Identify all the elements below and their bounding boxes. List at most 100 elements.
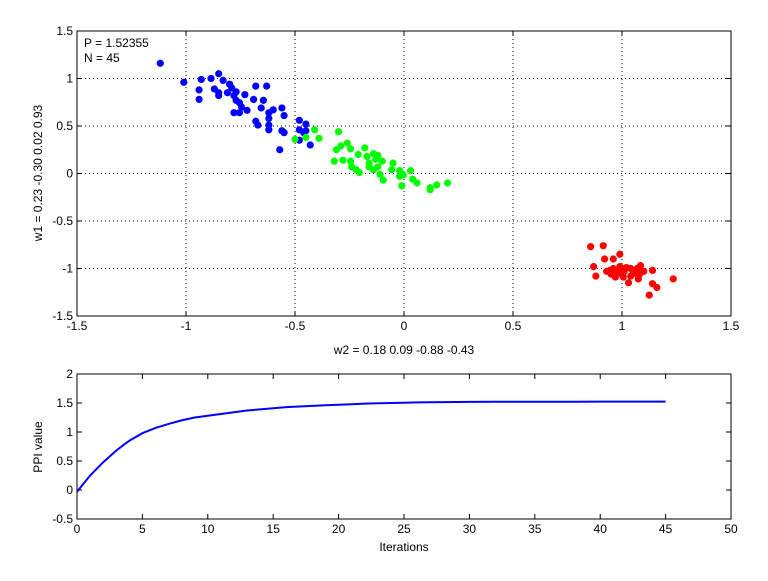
scatter-point-series-2 <box>590 263 598 271</box>
scatter-point-series-2 <box>635 270 644 278</box>
scatter-x-tick-label: 0 <box>401 319 408 333</box>
scatter-point-series-0 <box>302 120 310 128</box>
scatter-point-series-2 <box>624 279 633 287</box>
scatter-point-series-0 <box>195 86 203 94</box>
scatter-point-series-0 <box>252 82 260 90</box>
line-xlabel: Iterations <box>379 540 428 554</box>
scatter-point-series-2 <box>616 250 624 258</box>
scatter-point-series-1 <box>291 135 299 143</box>
scatter-point-series-1 <box>398 182 406 190</box>
scatter-point-series-1 <box>379 176 387 184</box>
scatter-x-tick-label: 1 <box>619 319 626 333</box>
scatter-point-series-0 <box>269 106 277 114</box>
scatter-point-series-0 <box>215 70 223 78</box>
line-x-tick-label: 0 <box>74 522 81 536</box>
line-x-tick-label: 10 <box>201 522 215 536</box>
scatter-point-series-0 <box>276 146 284 154</box>
scatter-point-series-2 <box>587 243 595 251</box>
scatter-point-series-0 <box>280 129 288 137</box>
scatter-point-series-2 <box>653 283 661 292</box>
scatter-point-series-0 <box>257 104 265 112</box>
scatter-point-series-1 <box>426 186 434 194</box>
line-y-tick-label: 2 <box>66 367 73 381</box>
line-x-tick-label: 45 <box>659 522 673 536</box>
scatter-point-series-2 <box>603 267 611 275</box>
scatter-point-series-0 <box>235 109 244 117</box>
line-axes: 0 5 10 15 20 25 30 35 40 45 50-0.500.511.52 <box>52 367 738 536</box>
scatter-point-series-0 <box>215 92 223 100</box>
scatter-annotation-p: P = 1.52355 <box>84 36 149 50</box>
scatter-point-series-0 <box>306 141 314 149</box>
scatter-y-tick-label: 0 <box>66 167 73 181</box>
line-x-tick-label: 40 <box>594 522 608 536</box>
scatter-point-series-0 <box>237 103 246 111</box>
scatter-point-series-0 <box>219 76 227 84</box>
scatter-point-series-2 <box>648 266 657 274</box>
scatter-xlabel: w2 = 0.18 0.09 -0.88 -0.43 <box>333 343 475 357</box>
scatter-point-series-0 <box>254 121 262 129</box>
scatter-point-series-0 <box>243 106 251 114</box>
scatter-point-series-1 <box>337 142 345 150</box>
scatter-point-series-1 <box>343 139 351 147</box>
scatter-axes-frame <box>76 30 732 317</box>
scatter-annotation-n: N = 45 <box>84 51 120 65</box>
scatter-point-series-1 <box>346 145 355 153</box>
scatter-point-series-0 <box>156 59 164 67</box>
line-ylabel: PPI value <box>31 421 45 473</box>
scatter-point-series-0 <box>280 111 288 120</box>
scatter-point-series-0 <box>265 114 273 122</box>
scatter-point-series-2 <box>609 255 617 263</box>
scatter-point-series-0 <box>223 89 232 97</box>
scatter-point-series-0 <box>263 82 271 90</box>
line-y-tick-label: 0 <box>66 483 73 497</box>
scatter-point-series-0 <box>265 126 273 134</box>
scatter-point-series-0 <box>207 74 215 83</box>
line-axes-frame <box>76 373 732 520</box>
line-plot-area <box>77 374 731 519</box>
scatter-point-series-0 <box>195 95 203 103</box>
scatter-point-series-1 <box>311 126 319 134</box>
scatter-point-series-0 <box>249 95 258 103</box>
scatter-point-series-0 <box>180 78 188 86</box>
scatter-point-series-0 <box>230 109 238 117</box>
scatter-y-tick-label: 0.5 <box>56 119 73 133</box>
scatter-point-series-1 <box>413 179 421 187</box>
scatter-point-series-1 <box>396 172 404 180</box>
line-x-tick-label: 25 <box>397 522 411 536</box>
line-x-tick-label: 50 <box>724 522 738 536</box>
scatter-point-series-1 <box>374 163 382 171</box>
scatter-y-tick-label: -0.5 <box>52 214 73 228</box>
scatter-point-series-0 <box>302 127 310 135</box>
scatter-point-series-2 <box>627 272 635 280</box>
scatter-point-series-2 <box>618 270 626 278</box>
scatter-point-series-1 <box>444 179 452 187</box>
scatter-point-series-1 <box>315 134 323 142</box>
scatter-x-tick-label: 0.5 <box>505 319 522 333</box>
scatter-point-series-2 <box>669 275 677 283</box>
scatter-point-series-1 <box>378 157 386 165</box>
scatter-x-tick-label: 1.5 <box>723 319 740 333</box>
line-x-tick-label: 30 <box>463 522 477 536</box>
line-series-0 <box>76 400 666 493</box>
scatter-point-series-1 <box>406 167 415 175</box>
scatter-point-series-2 <box>609 264 617 273</box>
line-x-tick-label: 5 <box>139 522 146 536</box>
scatter-point-series-2 <box>645 291 653 299</box>
line-y-tick-label: 1.5 <box>56 396 73 410</box>
scatter-point-series-1 <box>302 133 310 141</box>
scatter-point-series-0 <box>259 96 267 104</box>
scatter-axes: -1.5 -1 -0.5 0 0.5 1 1.5 -1.5 -1 -0.5 0 0.5 1 1.5 <box>52 24 739 333</box>
scatter-point-series-1 <box>339 156 347 164</box>
scatter-point-series-1 <box>389 159 397 167</box>
scatter-point-series-1 <box>433 181 441 189</box>
scatter-point-series-1 <box>376 170 384 179</box>
scatter-point-series-1 <box>354 150 362 159</box>
scatter-x-tick-label: -1 <box>181 319 192 333</box>
scatter-point-series-2 <box>600 255 609 263</box>
line-y-tick-label: 1 <box>66 425 73 439</box>
line-x-tick-label: 20 <box>332 522 346 536</box>
scatter-point-series-0 <box>241 91 249 99</box>
scatter-x-tick-label: -1.5 <box>67 319 88 333</box>
scatter-point-series-1 <box>374 151 382 160</box>
